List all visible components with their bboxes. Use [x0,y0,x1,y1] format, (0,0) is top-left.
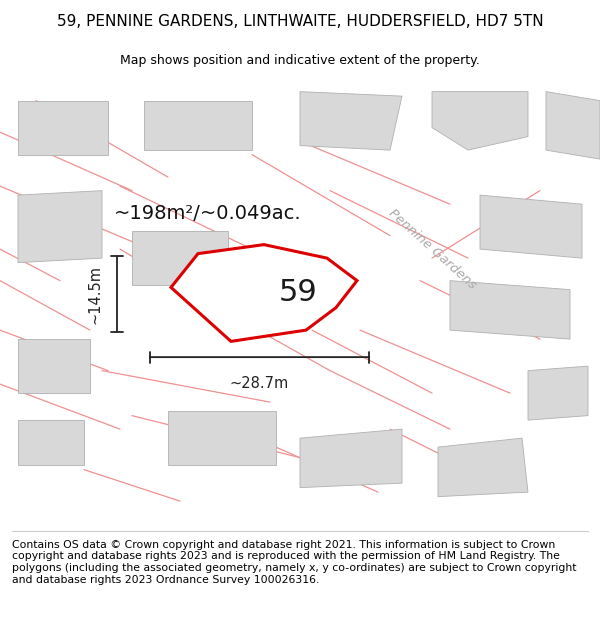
Polygon shape [18,420,84,465]
Polygon shape [438,438,528,497]
Polygon shape [300,92,402,150]
Text: 59: 59 [279,278,318,307]
Polygon shape [480,195,582,258]
Polygon shape [546,92,600,159]
Polygon shape [432,92,528,150]
Text: ~14.5m: ~14.5m [87,264,102,324]
Text: 59, PENNINE GARDENS, LINTHWAITE, HUDDERSFIELD, HD7 5TN: 59, PENNINE GARDENS, LINTHWAITE, HUDDERS… [56,14,544,29]
Text: Map shows position and indicative extent of the property.: Map shows position and indicative extent… [120,54,480,68]
Polygon shape [18,191,102,262]
Polygon shape [18,101,108,154]
Text: ~28.7m: ~28.7m [230,376,289,391]
Text: Pennine Gardens: Pennine Gardens [386,206,478,292]
Polygon shape [171,244,357,341]
Polygon shape [300,429,402,488]
Polygon shape [528,366,588,420]
Polygon shape [144,101,252,150]
Polygon shape [18,339,90,393]
Polygon shape [168,411,276,465]
Polygon shape [132,231,228,285]
Text: Contains OS data © Crown copyright and database right 2021. This information is : Contains OS data © Crown copyright and d… [12,540,577,584]
Text: ~198m²/~0.049ac.: ~198m²/~0.049ac. [114,204,302,222]
Polygon shape [450,281,570,339]
